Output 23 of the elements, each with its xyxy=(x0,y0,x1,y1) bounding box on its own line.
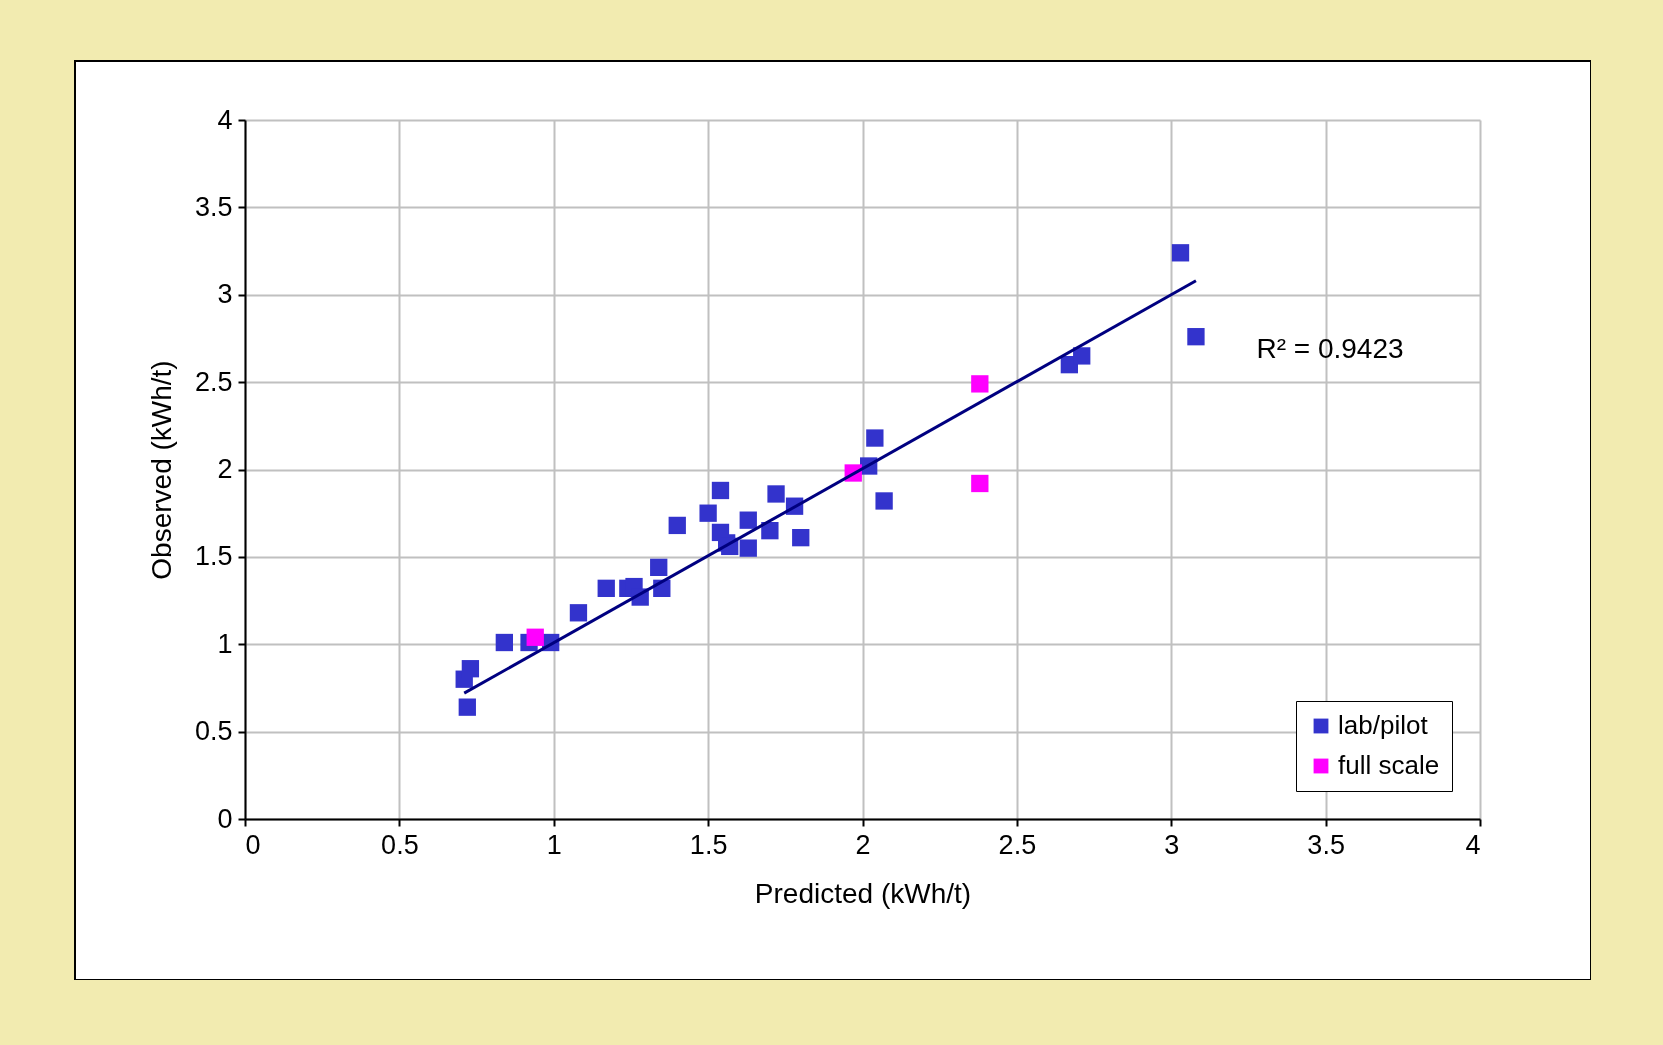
x-tick-label: 2 xyxy=(855,829,871,860)
legend-label: lab/pilot xyxy=(1338,710,1429,740)
y-axis-title: Observed (kWh/t) xyxy=(145,360,177,580)
y-tick-label: 1.5 xyxy=(194,541,233,572)
y-tick-label: 3.5 xyxy=(194,191,233,222)
y-tick-label: 3 xyxy=(217,279,233,310)
y-tick-label: 1 xyxy=(217,628,233,659)
x-axis-title: Predicted (kWh/t) xyxy=(754,877,972,909)
y-tick-label: 4 xyxy=(217,104,233,135)
x-tick-label: 1 xyxy=(546,829,562,860)
x-tick-label: 0 xyxy=(245,829,261,860)
x-tick-label: 4 xyxy=(1465,829,1481,860)
x-tick-label: 3.5 xyxy=(1307,829,1345,860)
y-tick-label: 2 xyxy=(217,454,233,484)
annotation: R² = 0.9423 xyxy=(1256,333,1404,364)
y-tick-label: 0 xyxy=(217,803,233,834)
y-tick-label: 2.5 xyxy=(194,366,233,397)
x-tick-label: 2.5 xyxy=(998,829,1037,860)
y-tick-label: 0.5 xyxy=(194,716,233,747)
legend-label: full scale xyxy=(1338,750,1440,780)
x-tick-label: 3 xyxy=(1164,829,1180,860)
x-tick-label: 0.5 xyxy=(381,829,419,860)
x-tick-label: 1.5 xyxy=(689,829,728,860)
